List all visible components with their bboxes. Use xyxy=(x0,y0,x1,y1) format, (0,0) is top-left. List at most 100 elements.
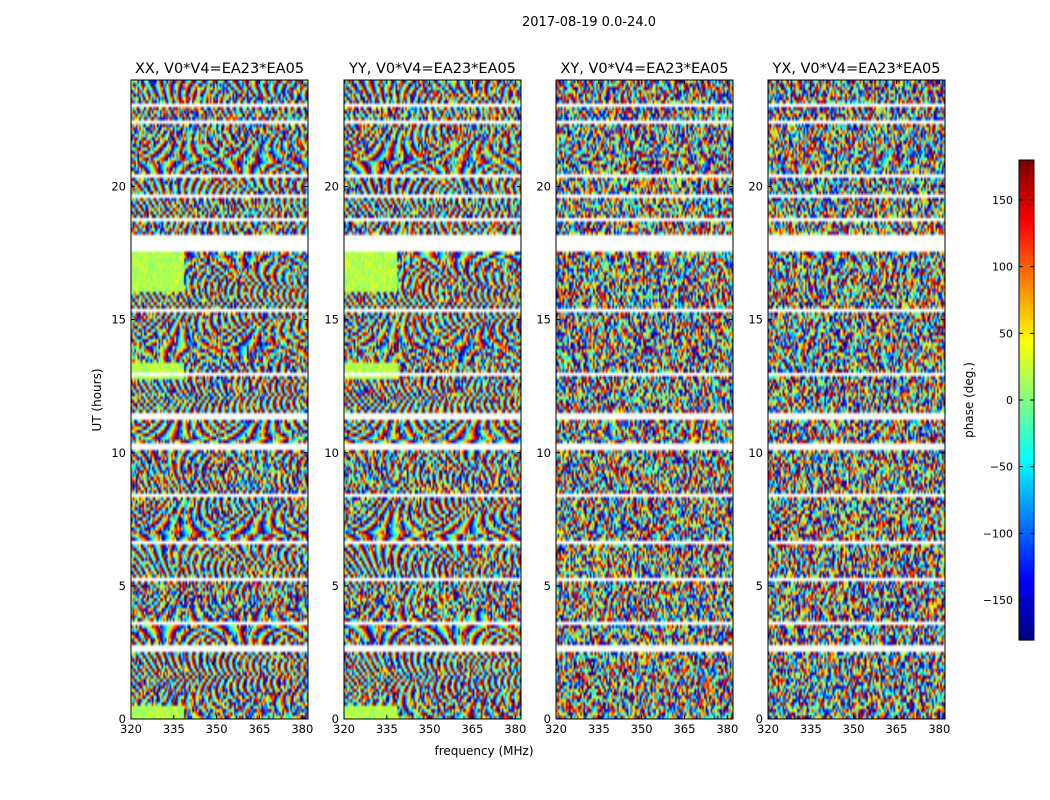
colorbar-segment xyxy=(1019,596,1034,601)
colorbar-segment xyxy=(1019,620,1034,625)
colorbar-segment xyxy=(1019,504,1034,509)
colorbar-segment xyxy=(1019,484,1034,489)
colorbar-segment xyxy=(1019,296,1034,301)
colorbar-segment xyxy=(1019,208,1034,213)
y-tick-label: 20 xyxy=(536,180,551,194)
colorbar-segment xyxy=(1019,408,1034,413)
colorbar-segment xyxy=(1019,580,1034,585)
colorbar-segment xyxy=(1019,592,1034,597)
x-tick-label: 350 xyxy=(206,722,228,736)
x-tick-label: 335 xyxy=(376,722,398,736)
colorbar-tick-label: −50 xyxy=(990,461,1013,474)
colorbar-segment xyxy=(1019,280,1034,285)
figure-title: 2017-08-19 0.0-24.0 xyxy=(522,15,656,30)
heatmap-image xyxy=(131,80,308,719)
x-tick-label: 365 xyxy=(461,722,483,736)
colorbar-segment xyxy=(1019,348,1034,353)
panel-title: XX, V0*V4=EA23*EA05 xyxy=(135,61,304,77)
panel-frame xyxy=(555,79,734,720)
colorbar-segment xyxy=(1019,528,1034,533)
colorbar-segment xyxy=(1019,260,1034,265)
colorbar-segment xyxy=(1019,476,1034,481)
colorbar-segment xyxy=(1019,200,1034,205)
colorbar-segment xyxy=(1019,540,1034,545)
colorbar-segment xyxy=(1019,628,1034,633)
colorbar-segment xyxy=(1019,236,1034,241)
colorbar-segment xyxy=(1019,468,1034,473)
colorbar-segment xyxy=(1019,228,1034,233)
colorbar-segment xyxy=(1019,480,1034,485)
panel-frame xyxy=(130,79,309,720)
x-tick-label: 365 xyxy=(885,722,907,736)
colorbar-segment xyxy=(1019,316,1034,321)
y-axis-label: UT (hours) xyxy=(90,368,104,431)
colorbar-segment xyxy=(1019,244,1034,249)
colorbar-segment xyxy=(1019,560,1034,565)
y-tick-label: 5 xyxy=(544,579,551,593)
y-tick-label: 20 xyxy=(111,180,126,194)
colorbar-segment xyxy=(1019,224,1034,229)
colorbar-segment xyxy=(1019,388,1034,393)
y-tick-label: 20 xyxy=(324,180,339,194)
y-tick-label: 0 xyxy=(119,712,126,726)
y-tick-label: 15 xyxy=(536,313,551,327)
colorbar-segment xyxy=(1019,632,1034,637)
colorbar-segment xyxy=(1019,532,1034,537)
colorbar-segment xyxy=(1019,452,1034,457)
colorbar-segment xyxy=(1019,464,1034,469)
colorbar-segment xyxy=(1019,312,1034,317)
colorbar-segment xyxy=(1019,380,1034,385)
colorbar-segment xyxy=(1019,444,1034,449)
heatmap-image xyxy=(344,80,521,719)
colorbar-segment xyxy=(1019,508,1034,513)
colorbar-segment xyxy=(1019,320,1034,325)
colorbar-segment xyxy=(1019,368,1034,373)
colorbar-segment xyxy=(1019,344,1034,349)
y-tick-label: 20 xyxy=(748,180,763,194)
colorbar-segment xyxy=(1019,216,1034,221)
x-tick-label: 335 xyxy=(163,722,185,736)
colorbar-segment xyxy=(1019,520,1034,525)
colorbar-segment xyxy=(1019,548,1034,553)
x-axis-label: frequency (MHz) xyxy=(434,744,533,758)
colorbar-segment xyxy=(1019,624,1034,629)
colorbar-segment xyxy=(1019,396,1034,401)
x-tick-label: 350 xyxy=(631,722,653,736)
colorbar-segment xyxy=(1019,372,1034,377)
x-tick-label: 365 xyxy=(248,722,270,736)
colorbar-segment xyxy=(1019,176,1034,181)
colorbar-tick-label: −150 xyxy=(983,594,1013,607)
colorbar-segment xyxy=(1019,448,1034,453)
colorbar-segment xyxy=(1019,220,1034,225)
colorbar-tick-label: 50 xyxy=(999,327,1013,340)
colorbar-tick-label: −100 xyxy=(983,527,1013,540)
colorbar-segment xyxy=(1019,180,1034,185)
panel-xy: XY, V0*V4=EA23*EA05 320 335 350 365 380 0 5 10 15… xyxy=(536,61,738,736)
colorbar-segment xyxy=(1019,288,1034,293)
colorbar-segment xyxy=(1019,612,1034,617)
colorbar-segment xyxy=(1019,340,1034,345)
y-tick-label: 10 xyxy=(324,446,339,460)
colorbar-segment xyxy=(1019,552,1034,557)
colorbar-segment xyxy=(1019,376,1034,381)
y-tick-label: 5 xyxy=(119,579,126,593)
colorbar-segment xyxy=(1019,616,1034,621)
colorbar-segment xyxy=(1019,404,1034,409)
colorbar-segment xyxy=(1019,168,1034,173)
colorbar-segment xyxy=(1019,536,1034,541)
colorbar-segment xyxy=(1019,328,1034,333)
y-tick-label: 0 xyxy=(756,712,763,726)
colorbar-segment xyxy=(1019,516,1034,521)
panel-xx: XX, V0*V4=EA23*EA05 320 335 350 365 380 0 5 10 15… xyxy=(111,61,313,736)
panel-title: XY, V0*V4=EA23*EA05 xyxy=(560,61,728,77)
colorbar-segment xyxy=(1019,576,1034,581)
colorbar-segment xyxy=(1019,432,1034,437)
x-tick-label: 320 xyxy=(757,722,779,736)
colorbar-segment xyxy=(1019,600,1034,605)
colorbar-segment xyxy=(1019,276,1034,281)
colorbar-segment xyxy=(1019,300,1034,305)
colorbar: 150 100 50 0 −50 −100 −150 xyxy=(983,159,1035,641)
x-tick-label: 320 xyxy=(120,722,142,736)
colorbar-segment xyxy=(1019,292,1034,297)
